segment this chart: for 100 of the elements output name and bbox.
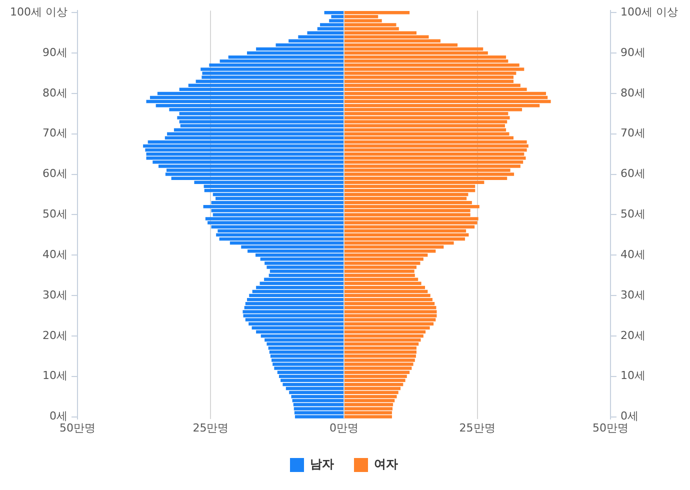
bar bbox=[344, 294, 430, 298]
bar bbox=[243, 314, 344, 318]
bar bbox=[344, 330, 426, 334]
bar bbox=[344, 221, 478, 224]
bar bbox=[344, 237, 465, 241]
bar bbox=[344, 164, 520, 168]
bar bbox=[344, 358, 415, 362]
x-tick-label: 25만명 bbox=[459, 421, 496, 434]
bar bbox=[344, 342, 419, 346]
bar bbox=[344, 148, 527, 152]
category-label: 50세 bbox=[620, 208, 646, 221]
bar bbox=[264, 262, 344, 265]
bar bbox=[146, 156, 344, 160]
bar bbox=[344, 172, 514, 176]
bar bbox=[344, 318, 436, 322]
bar bbox=[344, 302, 435, 306]
y-tick-label: 100세 이상 bbox=[10, 5, 68, 18]
y-tick-label: 80세 bbox=[42, 86, 68, 100]
bar bbox=[292, 398, 344, 402]
category-label: 60세 bbox=[620, 167, 646, 180]
bar bbox=[344, 334, 424, 338]
bar bbox=[344, 124, 505, 128]
bar bbox=[344, 346, 416, 350]
bar bbox=[245, 302, 344, 306]
bar bbox=[344, 350, 416, 354]
bar bbox=[272, 362, 344, 366]
bar bbox=[344, 100, 551, 104]
bar bbox=[344, 282, 422, 286]
bar bbox=[179, 120, 344, 124]
bar bbox=[344, 403, 394, 406]
bar bbox=[344, 205, 480, 208]
bar bbox=[324, 11, 344, 14]
bar bbox=[266, 266, 344, 269]
bar bbox=[344, 233, 469, 237]
bar bbox=[344, 290, 428, 294]
x-tick-label: 25만명 bbox=[192, 421, 229, 434]
bar bbox=[344, 116, 510, 120]
bar bbox=[264, 278, 344, 281]
bar bbox=[260, 282, 344, 286]
bar bbox=[344, 225, 475, 228]
category-label: 80세 bbox=[620, 86, 646, 100]
bar bbox=[344, 322, 434, 326]
bar bbox=[344, 306, 436, 310]
y-tick-label: 90세 bbox=[42, 46, 68, 59]
bar bbox=[344, 270, 414, 273]
bar bbox=[269, 350, 344, 354]
y-tick-label: 20세 bbox=[42, 328, 68, 342]
category-label: 40세 bbox=[620, 248, 646, 261]
category-label: 20세 bbox=[620, 328, 646, 342]
y-tick-label: 30세 bbox=[42, 288, 68, 302]
bar bbox=[344, 374, 407, 378]
bar bbox=[344, 354, 416, 358]
bar bbox=[202, 72, 344, 75]
bar bbox=[344, 92, 546, 96]
bar bbox=[248, 322, 344, 326]
bar bbox=[344, 378, 406, 382]
bar bbox=[245, 318, 344, 322]
bar bbox=[344, 274, 415, 277]
bar bbox=[344, 144, 528, 148]
x-tick-label: 0만명 bbox=[330, 421, 358, 434]
bar bbox=[344, 366, 412, 370]
category-label: 100세 이상 bbox=[620, 5, 678, 18]
y-tick-label: 0세 bbox=[49, 410, 68, 423]
bar bbox=[344, 310, 437, 314]
bar bbox=[216, 233, 344, 237]
category-label: 30세 bbox=[620, 288, 646, 302]
bar bbox=[272, 358, 344, 362]
y-tick-label: 50세 bbox=[42, 208, 68, 221]
bar bbox=[344, 76, 514, 79]
bar bbox=[344, 120, 508, 124]
bar bbox=[145, 148, 344, 152]
bar bbox=[344, 298, 432, 302]
bar bbox=[344, 386, 400, 390]
bar bbox=[344, 156, 526, 160]
bar bbox=[344, 132, 510, 136]
bar bbox=[277, 370, 344, 374]
bar bbox=[344, 68, 524, 71]
bar bbox=[320, 23, 344, 26]
bar bbox=[165, 172, 344, 176]
bar bbox=[289, 390, 344, 394]
category-label: 90세 bbox=[620, 46, 646, 59]
bar bbox=[344, 140, 527, 144]
bar bbox=[344, 152, 524, 156]
bar bbox=[256, 330, 344, 334]
bar bbox=[291, 394, 344, 398]
bar bbox=[146, 152, 344, 156]
bar bbox=[219, 237, 344, 241]
bar bbox=[249, 294, 344, 298]
x-tick-label: 50만명 bbox=[592, 421, 629, 434]
bar bbox=[344, 23, 396, 26]
legend-label: 여자 bbox=[374, 457, 398, 472]
bar bbox=[344, 128, 506, 132]
bar bbox=[252, 326, 344, 330]
bar bbox=[286, 386, 344, 390]
bar bbox=[256, 286, 344, 290]
bar bbox=[344, 160, 524, 164]
bar bbox=[150, 96, 344, 100]
bar bbox=[294, 407, 344, 410]
bar bbox=[344, 55, 506, 59]
bar bbox=[293, 403, 344, 406]
